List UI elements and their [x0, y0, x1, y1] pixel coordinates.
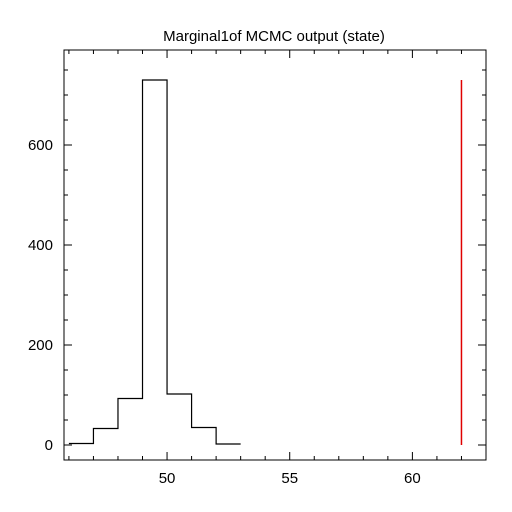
x-tick-label: 55 [281, 470, 298, 487]
y-tick-label: 600 [28, 137, 53, 154]
plot-frame [63, 49, 487, 461]
y-tick-label: 400 [28, 237, 53, 254]
y-tick-label: 0 [45, 437, 53, 454]
x-tick-label: 60 [404, 470, 421, 487]
histogram-outline [68, 79, 241, 445]
axis-ticks [64, 50, 487, 460]
x-tick-label: 50 [159, 470, 176, 487]
y-tick-label: 200 [28, 337, 53, 354]
chart-title: Marginal1of MCMC output (state) [163, 28, 385, 45]
